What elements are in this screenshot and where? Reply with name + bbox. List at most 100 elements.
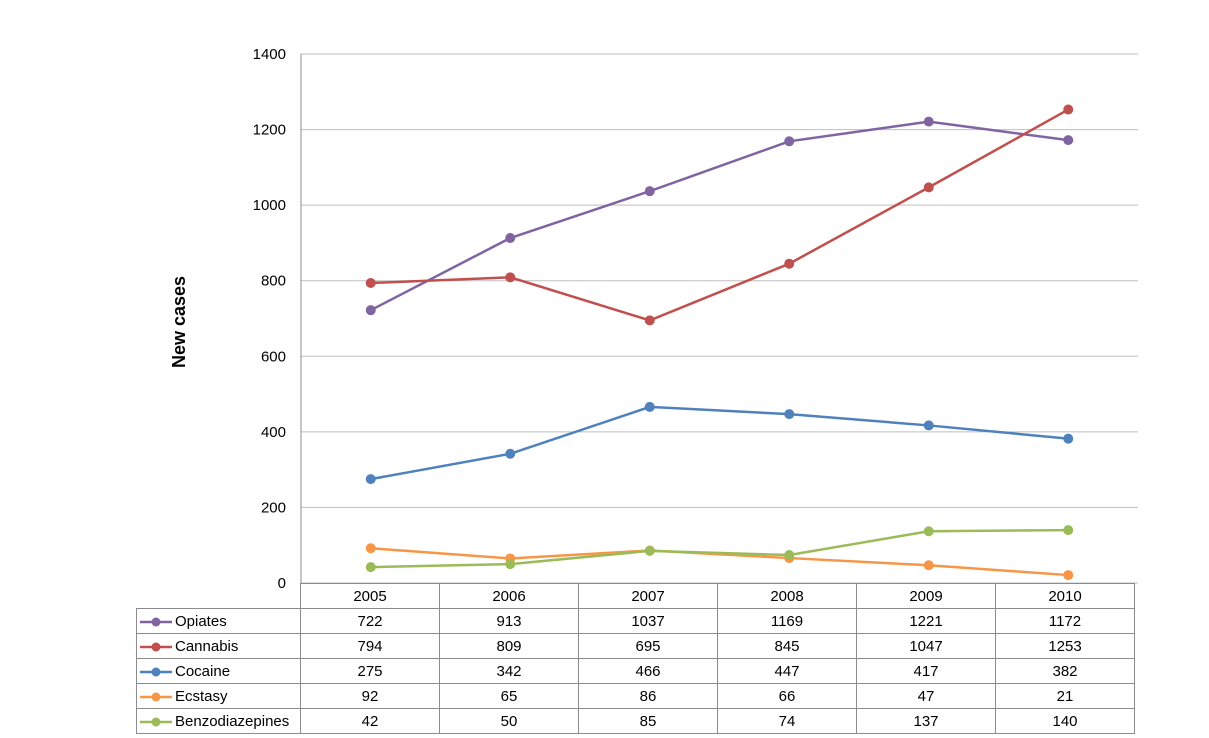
legend-label: Cannabis bbox=[175, 637, 239, 655]
legend-swatch bbox=[140, 617, 172, 627]
series-cannabis bbox=[365, 104, 1074, 326]
series-line bbox=[370, 120, 1069, 312]
data-label: 21 bbox=[995, 683, 1135, 709]
x-tick-label: 2010 bbox=[995, 583, 1135, 609]
table-row: Cocaine 275 342 466 447 417 382 bbox=[136, 658, 1135, 684]
data-point bbox=[644, 315, 655, 326]
data-point bbox=[784, 550, 795, 561]
data-label: 85 bbox=[578, 708, 718, 734]
data-point bbox=[365, 543, 376, 554]
legend-label: Cocaine bbox=[175, 662, 231, 680]
data-point bbox=[1063, 433, 1074, 444]
data-label: 1253 bbox=[995, 633, 1135, 659]
table-row: Cannabis 794 809 695 845 1047 1253 bbox=[136, 633, 1135, 659]
table-header-row: 2005 2006 2007 2008 2009 2010 bbox=[136, 583, 1135, 609]
data-point bbox=[644, 186, 655, 197]
data-point bbox=[923, 560, 934, 571]
y-tick-label: 400 bbox=[261, 424, 286, 441]
table-row: Ecstasy 92 65 86 66 47 21 bbox=[136, 683, 1135, 709]
x-tick-label: 2008 bbox=[717, 583, 857, 609]
data-label: 695 bbox=[578, 633, 718, 659]
legend-entry: Ecstasy bbox=[136, 683, 301, 709]
legend-swatch bbox=[140, 717, 172, 727]
data-label: 66 bbox=[717, 683, 857, 709]
data-point bbox=[505, 233, 516, 244]
data-point bbox=[784, 136, 795, 147]
data-label: 722 bbox=[300, 608, 440, 634]
data-point bbox=[923, 182, 934, 193]
data-point bbox=[505, 448, 516, 459]
data-point bbox=[784, 258, 795, 269]
series-line bbox=[370, 108, 1069, 322]
y-axis-label: New cases bbox=[169, 276, 189, 368]
data-table: 2005 2006 2007 2008 2009 2010 Opiates 722 913 103… bbox=[136, 583, 1135, 734]
data-label: 65 bbox=[439, 683, 579, 709]
data-label: 809 bbox=[439, 633, 579, 659]
data-point bbox=[1063, 570, 1074, 581]
data-label: 382 bbox=[995, 658, 1135, 684]
data-point bbox=[505, 272, 516, 283]
series-line bbox=[370, 528, 1069, 569]
data-point bbox=[923, 116, 934, 127]
series-lines bbox=[365, 104, 1074, 581]
data-point bbox=[1063, 135, 1074, 146]
data-label: 1169 bbox=[717, 608, 857, 634]
data-label: 845 bbox=[717, 633, 857, 659]
data-label: 342 bbox=[439, 658, 579, 684]
series-cocaine bbox=[365, 401, 1074, 485]
data-label: 417 bbox=[856, 658, 996, 684]
legend-swatch bbox=[140, 642, 172, 652]
data-point bbox=[784, 409, 795, 420]
legend-swatch bbox=[140, 692, 172, 702]
y-tick-label: 200 bbox=[261, 499, 286, 516]
table-row: Benzodiazepines 42 50 85 74 137 140 bbox=[136, 708, 1135, 734]
data-point bbox=[644, 545, 655, 556]
data-point bbox=[365, 562, 376, 573]
y-tick-label: 600 bbox=[261, 348, 286, 365]
x-tick-label: 2009 bbox=[856, 583, 996, 609]
data-point bbox=[365, 474, 376, 485]
series-benzodiazepines bbox=[365, 525, 1074, 573]
series-opiates bbox=[365, 116, 1074, 316]
data-label: 1221 bbox=[856, 608, 996, 634]
y-tick-label: 1200 bbox=[253, 122, 286, 139]
data-label: 42 bbox=[300, 708, 440, 734]
legend-entry: Opiates bbox=[136, 608, 301, 634]
legend-label: Benzodiazepines bbox=[175, 712, 290, 730]
data-point bbox=[644, 401, 655, 412]
data-label: 275 bbox=[300, 658, 440, 684]
table-row: Opiates 722 913 1037 1169 1221 1172 bbox=[136, 608, 1135, 634]
data-label: 447 bbox=[717, 658, 857, 684]
data-label: 466 bbox=[578, 658, 718, 684]
x-tick-label: 2007 bbox=[578, 583, 718, 609]
data-point bbox=[365, 277, 376, 288]
legend-entry: Cannabis bbox=[136, 633, 301, 659]
data-point bbox=[505, 559, 516, 570]
data-point bbox=[923, 420, 934, 431]
data-label: 47 bbox=[856, 683, 996, 709]
series-line bbox=[370, 405, 1069, 481]
data-label: 1037 bbox=[578, 608, 718, 634]
x-tick-label: 2006 bbox=[439, 583, 579, 609]
data-label: 86 bbox=[578, 683, 718, 709]
y-tick-label: 1400 bbox=[253, 46, 286, 63]
legend-entry: Cocaine bbox=[136, 658, 301, 684]
data-label: 913 bbox=[439, 608, 579, 634]
data-label: 137 bbox=[856, 708, 996, 734]
y-tick-label: 800 bbox=[261, 273, 286, 290]
data-label: 794 bbox=[300, 633, 440, 659]
data-point bbox=[1063, 104, 1074, 115]
table-corner bbox=[136, 583, 301, 609]
data-point bbox=[923, 526, 934, 537]
data-point bbox=[1063, 525, 1074, 536]
legend-entry: Benzodiazepines bbox=[136, 708, 301, 734]
data-label: 92 bbox=[300, 683, 440, 709]
series-line bbox=[370, 546, 1069, 577]
data-label: 74 bbox=[717, 708, 857, 734]
data-label: 50 bbox=[439, 708, 579, 734]
legend-label: Opiates bbox=[175, 612, 227, 630]
x-tick-label: 2005 bbox=[300, 583, 440, 609]
data-label: 1047 bbox=[856, 633, 996, 659]
